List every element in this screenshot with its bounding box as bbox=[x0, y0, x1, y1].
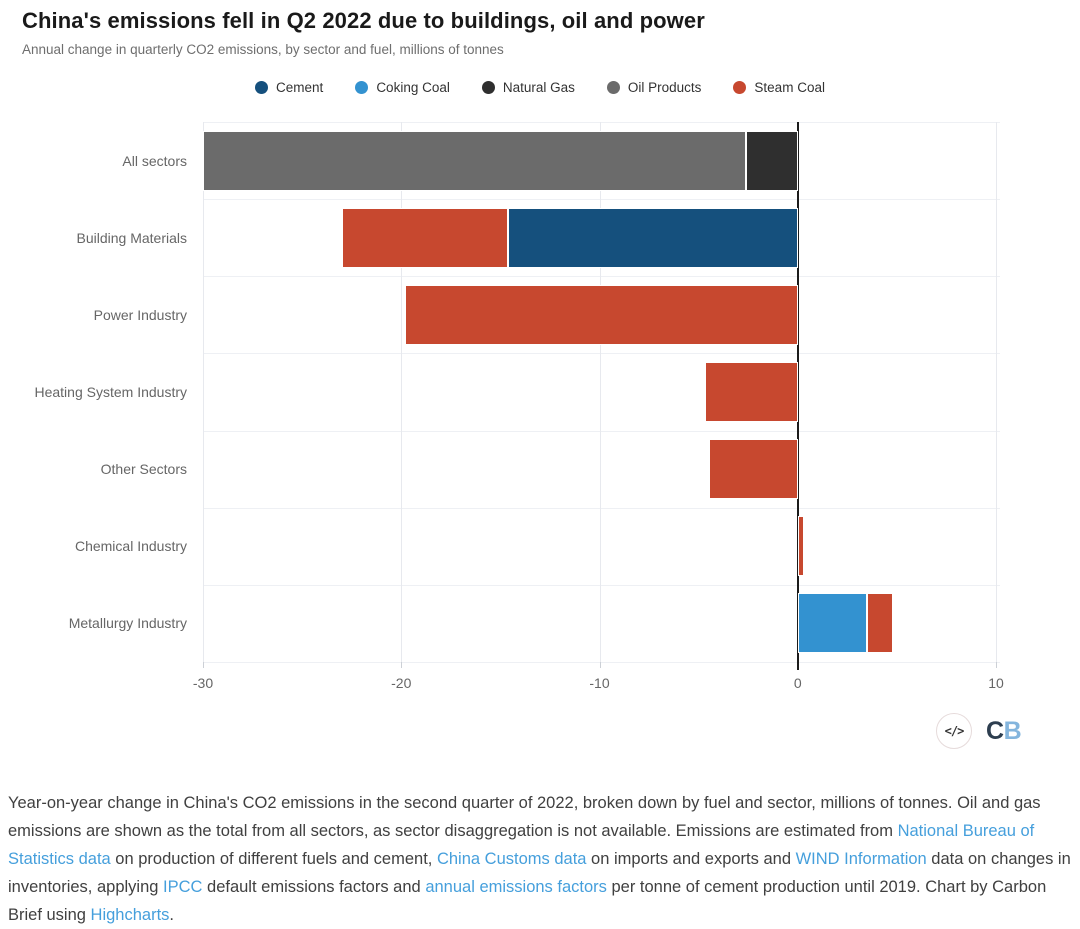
footer-caption: Year-on-year change in China's CO2 emiss… bbox=[8, 789, 1074, 929]
legend-label: Cement bbox=[276, 80, 324, 95]
footer-text: on imports and exports and bbox=[586, 850, 796, 868]
legend-marker-icon bbox=[481, 81, 495, 94]
legend-marker-icon bbox=[733, 81, 747, 94]
footer-text: on production of different fuels and cem… bbox=[110, 850, 437, 868]
category-label-power-industry: Power Industry bbox=[93, 306, 187, 323]
footer-text: default emissions factors and bbox=[202, 878, 426, 896]
legend-label: Natural Gas bbox=[502, 80, 575, 95]
bar-segment-steam-coal-building-materials[interactable] bbox=[341, 207, 509, 268]
category-label-building-materials: Building Materials bbox=[76, 229, 188, 246]
bar-segment-steam-coal-chemical-industry[interactable] bbox=[797, 516, 804, 577]
row-separator-line bbox=[203, 662, 1000, 663]
footer-text: data on changes in inventories, applying bbox=[8, 850, 1071, 896]
legend-label: Oil Products bbox=[627, 80, 702, 95]
branding: </> CB bbox=[936, 713, 1022, 749]
bar-segment-coking-coal-metallurgy-industry[interactable] bbox=[797, 593, 868, 654]
logo-letter-c: C bbox=[986, 716, 1004, 745]
row-separator-line bbox=[203, 353, 1000, 355]
legend-item-natural-gas[interactable]: Natural Gas bbox=[481, 80, 575, 95]
chart-title: China's emissions fell in Q2 2022 due to… bbox=[22, 8, 705, 33]
bar-segment-steam-coal-other-sectors[interactable] bbox=[708, 439, 798, 500]
legend-item-coking-coal[interactable]: Coking Coal bbox=[355, 80, 450, 95]
category-label-other-sectors: Other Sectors bbox=[100, 461, 187, 478]
logo-letter-b: B bbox=[1003, 716, 1022, 745]
category-label-heating-system-industry: Heating System Industry bbox=[34, 384, 187, 400]
legend-item-cement[interactable]: Cement bbox=[255, 80, 323, 95]
zero-axis-line bbox=[796, 122, 799, 670]
embed-code-button[interactable]: </> bbox=[936, 713, 972, 749]
row-separator-line bbox=[203, 276, 1000, 278]
x-tick-label: 0 bbox=[793, 675, 802, 691]
footer-link-china-customs-data[interactable]: China Customs data bbox=[436, 850, 587, 868]
footer-link-ipcc[interactable]: IPCC bbox=[163, 878, 203, 896]
footer-text: Year-on-year change in China's CO2 emiss… bbox=[8, 794, 1041, 840]
bar-segment-natural-gas-all-sectors[interactable] bbox=[746, 130, 798, 191]
legend: Cement Coking Coal Natural Gas Oil Products… bbox=[0, 80, 1080, 95]
x-tick-label: 10 bbox=[988, 675, 1004, 691]
x-tick-label: -20 bbox=[391, 675, 412, 691]
legend-marker-icon bbox=[355, 81, 369, 94]
bar-segment-steam-coal-metallurgy-industry[interactable] bbox=[867, 593, 893, 654]
x-tick-mark bbox=[996, 662, 998, 668]
embed-code-icon: </> bbox=[944, 724, 965, 738]
x-gridline bbox=[996, 122, 998, 662]
category-label-all-sectors: All sectors bbox=[122, 152, 187, 169]
chart-subtitle: Annual change in quarterly CO2 emissions… bbox=[22, 42, 504, 57]
bar-segment-steam-coal-heating-system-industry[interactable] bbox=[704, 362, 798, 422]
row-separator-line bbox=[203, 584, 1000, 586]
x-tick-label: -10 bbox=[589, 675, 610, 691]
legend-item-oil-products[interactable]: Oil Products bbox=[606, 80, 702, 95]
footer-text: . bbox=[169, 906, 175, 924]
plot-area: -30 -20 -10 0 10 All sectors Building Material… bbox=[34, 122, 1004, 691]
row-separator-line bbox=[203, 122, 1000, 123]
bar-segment-cement-building-materials[interactable] bbox=[508, 207, 798, 268]
legend-marker-icon bbox=[606, 81, 620, 94]
footer-link-wind-information[interactable]: WIND Information bbox=[795, 850, 927, 868]
legend-label: Coking Coal bbox=[376, 80, 450, 95]
category-label-metallurgy-industry: Metallurgy Industry bbox=[68, 615, 187, 632]
x-tick-label: -30 bbox=[192, 675, 214, 691]
row-separator-line bbox=[203, 507, 1000, 509]
x-tick-mark bbox=[203, 662, 204, 668]
x-tick-mark bbox=[401, 662, 403, 668]
x-gridline bbox=[401, 122, 403, 662]
carbon-brief-logo[interactable]: CB bbox=[986, 716, 1022, 746]
bar-segment-steam-coal-power-industry[interactable] bbox=[405, 284, 798, 345]
footer-text: per tonne of cement production until 201… bbox=[8, 878, 1047, 924]
bar-segment-oil-products-all-sectors[interactable] bbox=[203, 130, 747, 191]
footer-link-national-bureau-of-statistics-data[interactable]: National Bureau of Statistics data bbox=[8, 822, 1035, 868]
x-gridline bbox=[203, 122, 204, 662]
x-tick-mark bbox=[599, 662, 601, 668]
chart-container: China's emissions fell in Q2 2022 due to… bbox=[0, 8, 1080, 749]
x-gridline bbox=[599, 122, 601, 662]
row-separator-line bbox=[203, 199, 1000, 201]
footer-link-annual-emissions-factors[interactable]: annual emissions factors bbox=[425, 878, 607, 896]
legend-marker-icon bbox=[255, 81, 269, 94]
footer-link-highcharts[interactable]: Highcharts bbox=[90, 906, 170, 924]
legend-label: Steam Coal bbox=[754, 80, 825, 95]
legend-item-steam-coal[interactable]: Steam Coal bbox=[733, 80, 825, 95]
row-separator-line bbox=[203, 430, 1000, 432]
category-label-chemical-industry: Chemical Industry bbox=[74, 538, 187, 555]
